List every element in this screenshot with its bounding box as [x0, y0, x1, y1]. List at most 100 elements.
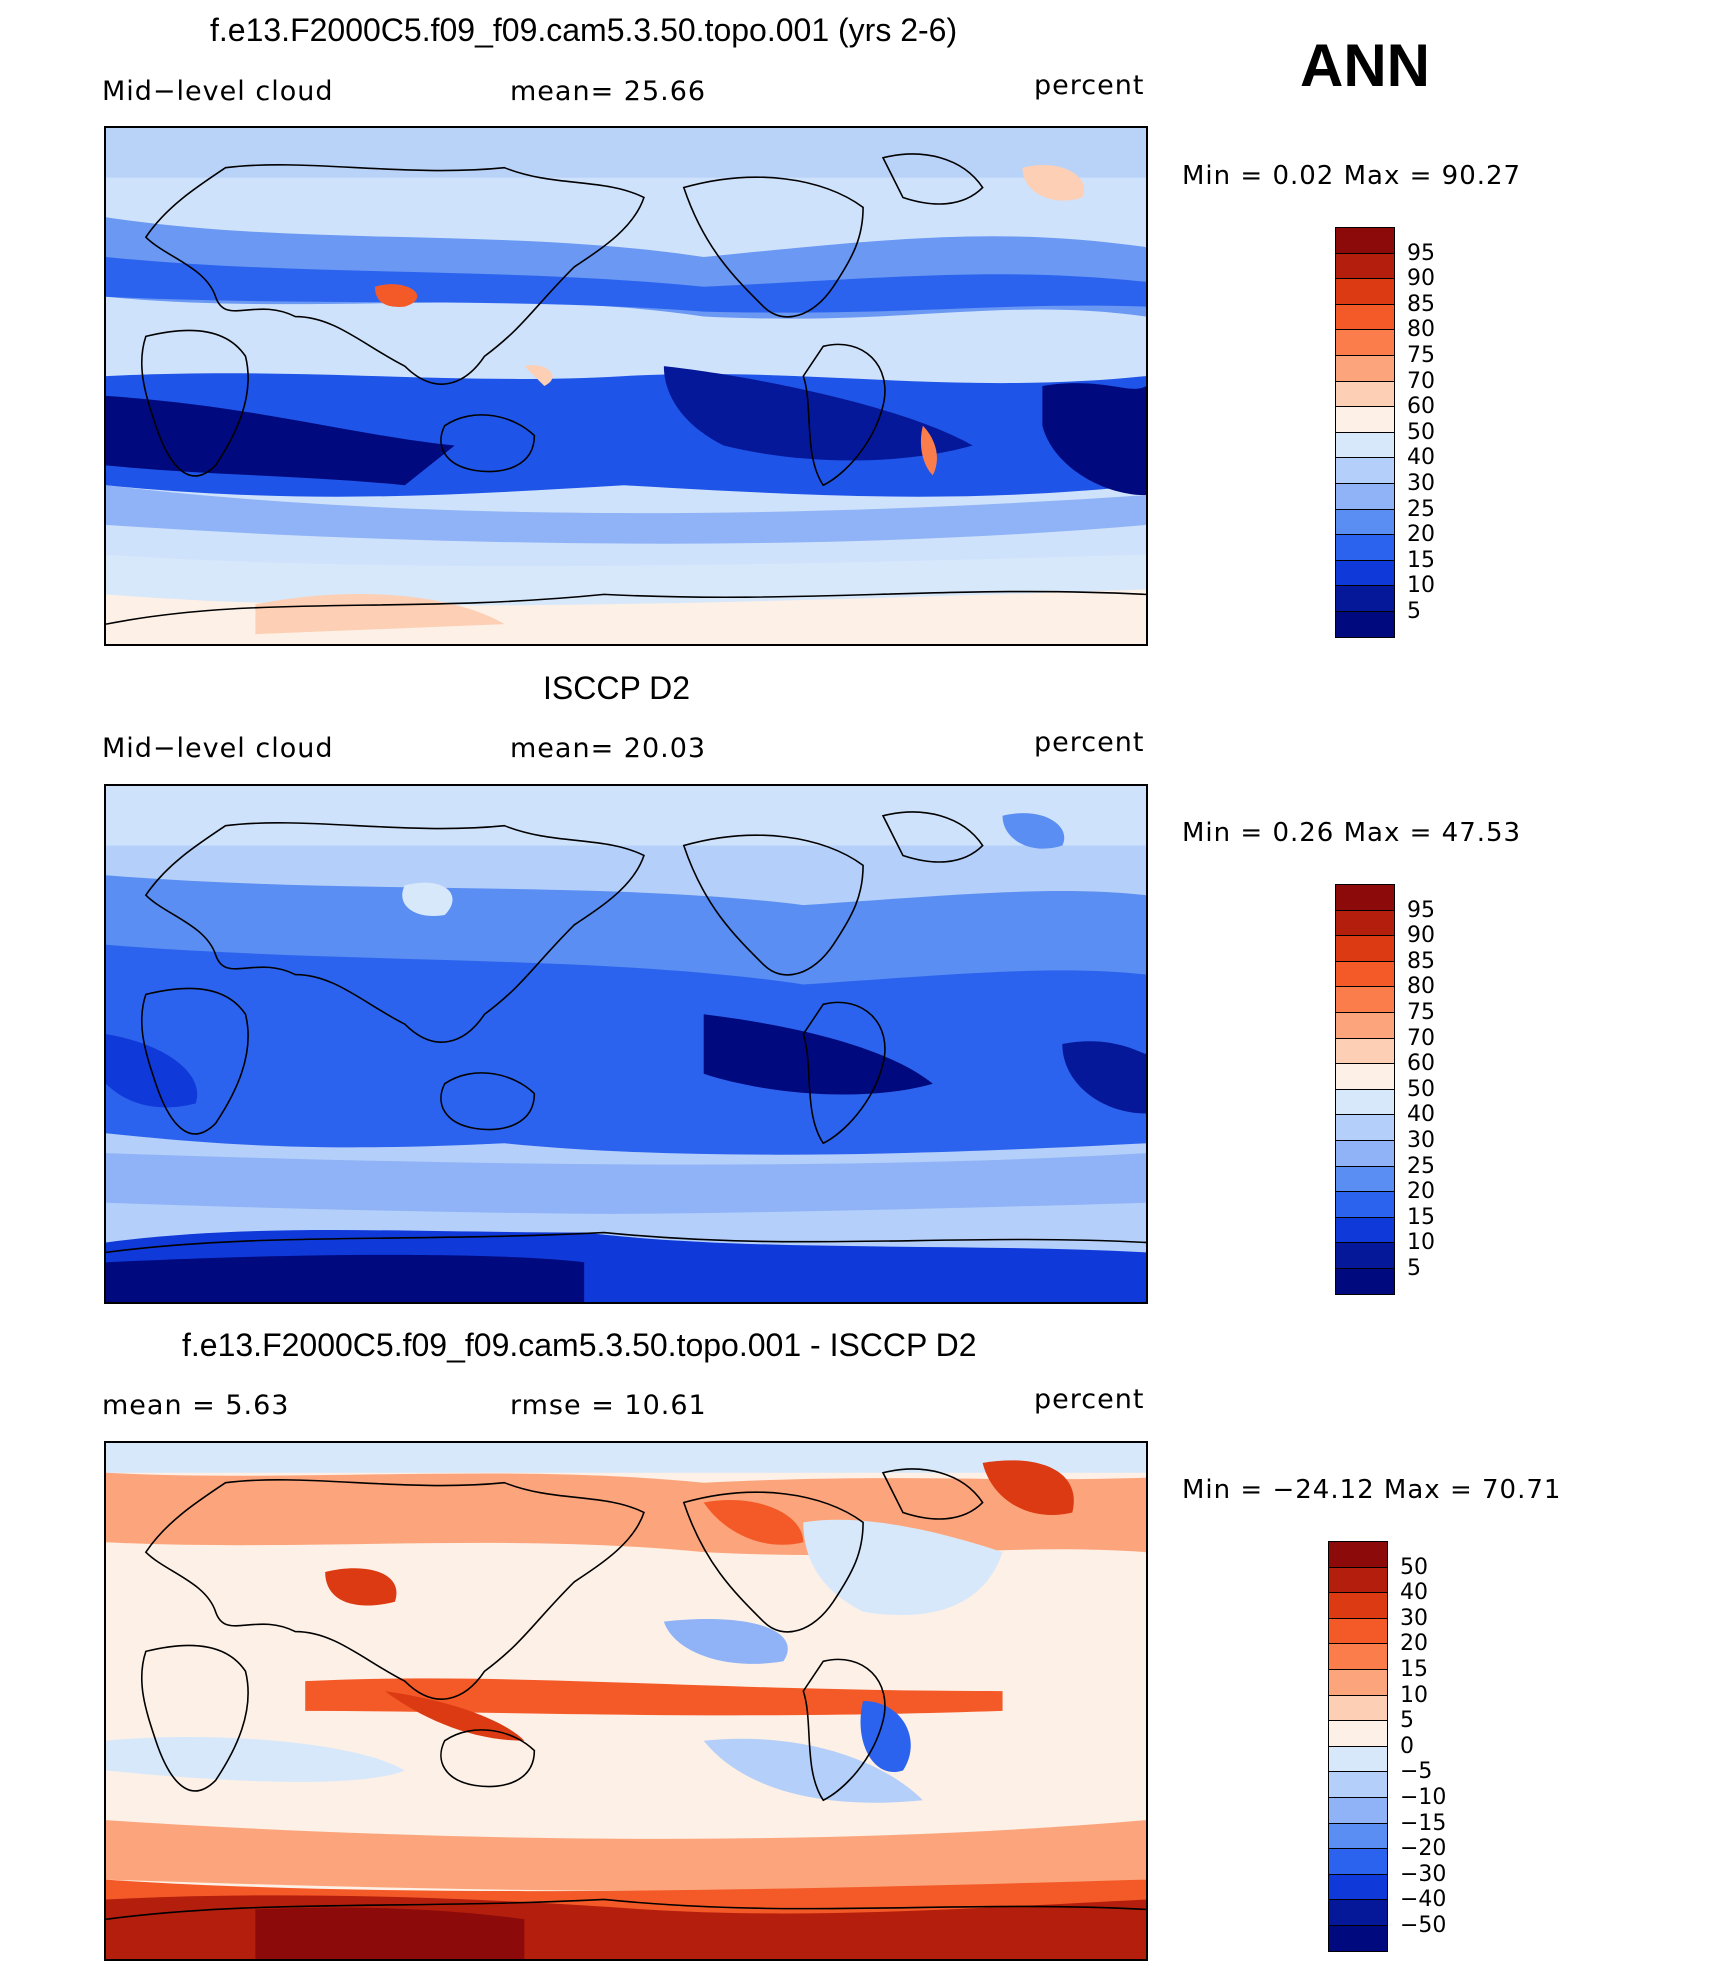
panel-obs-colorbar-label: 60 — [1407, 1051, 1435, 1077]
panel-diff-colorbar-label: −10 — [1400, 1785, 1447, 1810]
panel-obs-map — [104, 784, 1148, 1304]
panel-model-title: f.e13.F2000C5.f09_f09.cam5.3.50.topo.001… — [210, 12, 958, 48]
panel-model-colorbar-swatch — [1335, 483, 1395, 510]
panel-obs-colorbar-swatch — [1335, 1191, 1395, 1218]
panel-obs-minmax: Min = 0.26 Max = 47.53 — [1182, 818, 1522, 848]
panel-model-minmax: Min = 0.02 Max = 90.27 — [1182, 161, 1522, 191]
model-field — [106, 128, 1146, 644]
panel-obs-colorbar-swatch — [1335, 1012, 1395, 1039]
panel-diff-colorbar-swatch — [1328, 1694, 1388, 1722]
panel-model-colorbar-swatch — [1335, 380, 1395, 408]
panel-model-colorbar-label: 95 — [1407, 240, 1435, 266]
panel-diff-colorbar-label: 5 — [1400, 1708, 1414, 1734]
panel-obs-colorbar-label: 25 — [1407, 1153, 1435, 1179]
panel-diff-colorbar-swatch — [1328, 1899, 1388, 1926]
panel-obs-colorbar-label: 50 — [1407, 1076, 1435, 1102]
panel-diff-colorbar-label: 40 — [1400, 1580, 1428, 1606]
panel-model-colorbar-swatch — [1335, 611, 1395, 638]
panel-obs-colorbar-label: 75 — [1407, 1000, 1435, 1025]
panel-obs-colorbar-swatch — [1335, 1063, 1395, 1090]
panel-model-colorbar-label: 75 — [1407, 343, 1435, 368]
panel-obs-colorbar-swatch — [1335, 1140, 1395, 1167]
panel-obs-colorbar-label: 30 — [1407, 1128, 1435, 1153]
panel-obs-colorbar-label: 80 — [1407, 974, 1435, 1000]
panel-model-colorbar-label: 25 — [1407, 496, 1435, 522]
panel-diff-colorbar-swatch — [1328, 1822, 1388, 1850]
panel-diff-colorbar-label: −15 — [1400, 1810, 1447, 1836]
panel-obs-colorbar-label: 10 — [1407, 1230, 1435, 1256]
panel-obs-left-label: Mid−level cloud — [102, 733, 334, 764]
panel-model-colorbar-swatch — [1335, 252, 1395, 280]
panel-model-colorbar-swatch — [1335, 329, 1395, 356]
panel-model-colorbar-swatch — [1335, 559, 1395, 587]
panel-obs-mean: mean= 20.03 — [510, 733, 707, 764]
panel-diff-map — [104, 1441, 1148, 1961]
panel-diff-colorbar-label: 20 — [1400, 1631, 1428, 1657]
panel-obs-colorbar-swatch — [1335, 935, 1395, 962]
panel-model-colorbar-label: 85 — [1407, 291, 1435, 317]
panel-obs-colorbar-swatch — [1335, 1165, 1395, 1193]
panel-model-colorbar-label: 80 — [1407, 317, 1435, 343]
panel-diff-colorbar-label: 30 — [1400, 1605, 1428, 1631]
panel-model-colorbar-swatch — [1335, 457, 1395, 484]
obs-field — [106, 786, 1146, 1302]
panel-model-colorbar-swatch — [1335, 303, 1395, 331]
panel-obs-colorbar-label: 90 — [1407, 923, 1435, 949]
panel-diff-colorbar-label: −20 — [1400, 1836, 1447, 1862]
panel-obs-units: percent — [1034, 727, 1145, 758]
panel-diff-colorbar-swatch — [1328, 1771, 1388, 1798]
panel-model-colorbar-label: 90 — [1407, 266, 1435, 292]
panel-model-colorbar-swatch — [1335, 355, 1395, 382]
panel-obs-colorbar-label: 15 — [1407, 1204, 1435, 1230]
panel-diff-colorbar-label: −50 — [1400, 1913, 1447, 1938]
panel-diff-minmax: Min = −24.12 Max = 70.71 — [1182, 1475, 1562, 1505]
panel-obs-colorbar-swatch — [1335, 1037, 1395, 1065]
panel-model-colorbar-swatch — [1335, 227, 1395, 254]
panel-model-colorbar-label: 20 — [1407, 522, 1435, 548]
panel-diff-colorbar-swatch — [1328, 1541, 1388, 1568]
panel-model-units: percent — [1034, 70, 1145, 101]
panel-model-colorbar-swatch — [1335, 508, 1395, 536]
panel-obs-colorbar-swatch — [1335, 884, 1395, 911]
panel-model-colorbar-swatch — [1335, 278, 1395, 305]
panel-obs-colorbar-label: 70 — [1407, 1025, 1435, 1051]
panel-model-colorbar-swatch — [1335, 431, 1395, 459]
panel-diff-colorbar-label: 15 — [1400, 1657, 1428, 1682]
panel-diff-colorbar-swatch — [1328, 1797, 1388, 1824]
diff-field — [106, 1443, 1146, 1959]
panel-model-colorbar-swatch — [1335, 534, 1395, 561]
panel-model-colorbar-label: 60 — [1407, 394, 1435, 420]
panel-diff-colorbar-swatch — [1328, 1925, 1388, 1952]
panel-obs-colorbar-label: 40 — [1407, 1102, 1435, 1128]
panel-diff-colorbar-swatch — [1328, 1643, 1388, 1670]
panel-diff-colorbar-label: −40 — [1400, 1887, 1447, 1913]
panel-obs-colorbar-swatch — [1335, 960, 1395, 988]
panel-model-colorbar-swatch — [1335, 406, 1395, 433]
panel-model-left-label: Mid−level cloud — [102, 76, 334, 107]
panel-diff-colorbar-swatch — [1328, 1873, 1388, 1901]
season-label: ANN — [1300, 32, 1430, 99]
panel-diff-colorbar-swatch — [1328, 1566, 1388, 1594]
panel-diff-colorbar-label: 0 — [1400, 1733, 1414, 1759]
panel-diff-colorbar-swatch — [1328, 1592, 1388, 1619]
panel-diff-colorbar-label: −30 — [1400, 1861, 1447, 1887]
panel-model-colorbar-label: 10 — [1407, 573, 1435, 599]
panel-model-mean: mean= 25.66 — [510, 76, 707, 107]
panel-model-colorbar-label: 50 — [1407, 419, 1435, 445]
panel-diff-colorbar-swatch — [1328, 1848, 1388, 1875]
panel-model-colorbar-swatch — [1335, 585, 1395, 612]
panel-diff-mean: mean = 5.63 — [102, 1390, 290, 1421]
panel-obs-colorbar-label: 95 — [1407, 897, 1435, 923]
panel-obs-colorbar-swatch — [1335, 1088, 1395, 1116]
panel-diff-rmse: rmse = 10.61 — [510, 1390, 707, 1421]
panel-obs-colorbar-label: 85 — [1407, 948, 1435, 974]
panel-model-map — [104, 126, 1148, 646]
panel-diff-colorbar-label: 50 — [1400, 1554, 1428, 1580]
panel-diff-colorbar-swatch — [1328, 1745, 1388, 1773]
panel-obs-colorbar-swatch — [1335, 1268, 1395, 1295]
panel-diff-colorbar-swatch — [1328, 1617, 1388, 1645]
panel-model-colorbar-label: 30 — [1407, 471, 1435, 496]
panel-model-colorbar-label: 15 — [1407, 547, 1435, 573]
panel-diff-colorbar-label: 10 — [1400, 1682, 1428, 1708]
panel-diff-title: f.e13.F2000C5.f09_f09.cam5.3.50.topo.001… — [182, 1327, 977, 1363]
